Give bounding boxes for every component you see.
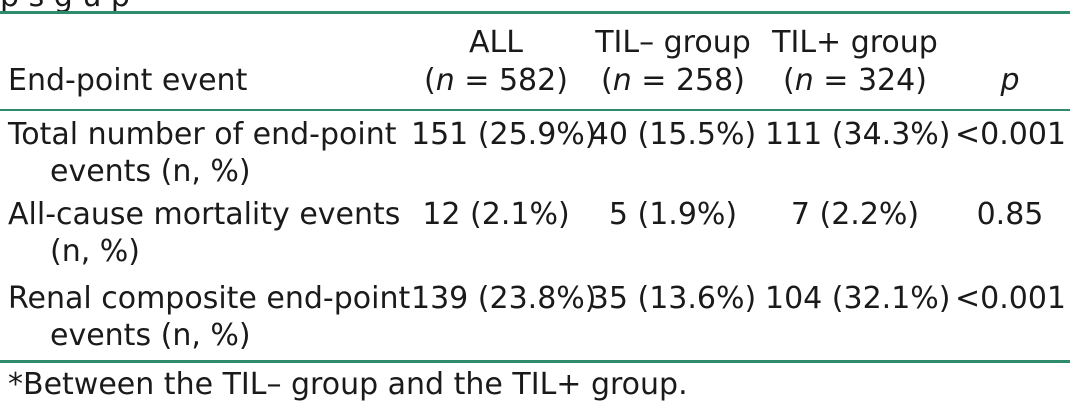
row-mortality-all-value: 12 (2.1%): [422, 197, 570, 232]
row-total-label-line2: events (n, %): [50, 154, 251, 189]
row-mortality-p-value: 0.85: [976, 197, 1044, 232]
table-caption-fragment: p s g u p: [0, 0, 130, 12]
row-total-p-value: <0.001: [955, 117, 1067, 152]
header-til-positive-n: (n = 324): [783, 63, 927, 98]
row-mortality-label-line1: All-cause mortality events: [8, 197, 401, 232]
row-renal-label-line1: Renal composite end-point: [8, 281, 411, 316]
row-mortality-til-positive-value: 7 (2.2%): [790, 197, 920, 232]
row-renal-p-value: <0.001: [955, 281, 1067, 316]
row-renal-til-positive-value: 104 (32.1%): [765, 281, 951, 316]
table-header-rule: [0, 109, 1070, 111]
row-total-til-positive-value: 111 (34.3%): [765, 117, 951, 152]
header-til-negative-n: (n = 258): [601, 63, 745, 98]
row-total-label-line1: Total number of end-point: [8, 117, 397, 152]
row-renal-til-negative-value: 35 (13.6%): [589, 281, 757, 316]
header-endpoint-event: End-point event: [8, 63, 248, 98]
table-bottom-rule: [0, 360, 1070, 363]
row-total-all-value: 151 (25.9%): [411, 117, 597, 152]
table-footnote: *Between the TIL– group and the TIL+ gro…: [8, 367, 688, 402]
header-til-positive-label: TIL+ group: [772, 25, 938, 60]
header-all-n: (n = 582): [424, 63, 568, 98]
table-top-rule: [0, 11, 1070, 14]
row-renal-label-line2: events (n, %): [50, 318, 251, 353]
header-p-value: p: [1000, 63, 1020, 98]
header-all-label: ALL: [469, 25, 523, 60]
row-total-til-negative-value: 40 (15.5%): [589, 117, 757, 152]
row-renal-all-value: 139 (23.8%): [411, 281, 597, 316]
header-til-negative-label: TIL– group: [595, 25, 751, 60]
row-mortality-til-negative-value: 5 (1.9%): [608, 197, 738, 232]
row-mortality-label-line2: (n, %): [50, 234, 140, 269]
